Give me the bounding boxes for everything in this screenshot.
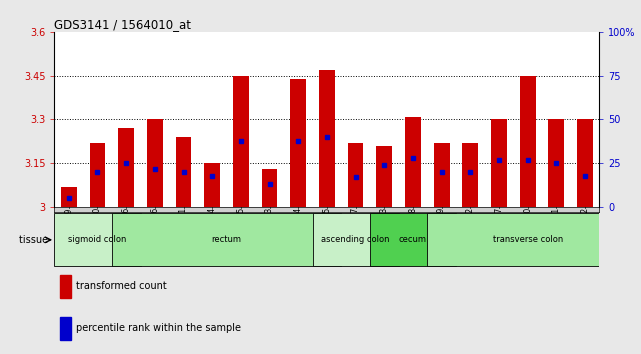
Text: transverse colon: transverse colon — [492, 235, 563, 244]
Bar — [491, 120, 507, 207]
Bar — [313, 213, 399, 266]
Text: GSM234913: GSM234913 — [379, 207, 388, 253]
Text: GSM234922: GSM234922 — [581, 207, 590, 253]
Text: GSM234919: GSM234919 — [437, 207, 446, 253]
Text: GSM234924: GSM234924 — [294, 207, 303, 253]
Text: tissue: tissue — [19, 235, 51, 245]
Bar — [549, 120, 564, 207]
Bar — [262, 169, 278, 207]
Text: GSM234918: GSM234918 — [408, 207, 417, 253]
Bar — [520, 76, 535, 207]
Text: GSM234923: GSM234923 — [265, 207, 274, 253]
Text: sigmoid colon: sigmoid colon — [69, 235, 127, 244]
Text: GSM234910: GSM234910 — [93, 207, 102, 253]
Text: GSM234914: GSM234914 — [208, 207, 217, 253]
Bar — [434, 143, 449, 207]
Text: cecum: cecum — [399, 235, 427, 244]
Text: percentile rank within the sample: percentile rank within the sample — [76, 323, 241, 333]
Bar — [176, 137, 192, 207]
Text: GSM234912: GSM234912 — [466, 207, 475, 253]
Bar — [147, 120, 163, 207]
Text: GSM234917: GSM234917 — [494, 207, 503, 253]
Bar — [112, 213, 341, 266]
Text: GSM234916: GSM234916 — [122, 207, 131, 253]
Bar — [428, 213, 628, 266]
Bar — [319, 70, 335, 207]
Text: transformed count: transformed count — [76, 281, 167, 291]
Text: GSM234925: GSM234925 — [322, 207, 331, 253]
Bar — [90, 143, 105, 207]
Text: GSM234921: GSM234921 — [552, 207, 561, 253]
Bar — [119, 128, 134, 207]
Bar — [462, 143, 478, 207]
Text: GSM234911: GSM234911 — [179, 207, 188, 253]
Text: GSM234927: GSM234927 — [351, 207, 360, 253]
Bar — [290, 79, 306, 207]
Bar — [577, 120, 593, 207]
Bar — [60, 317, 71, 339]
Bar — [376, 146, 392, 207]
Bar — [60, 275, 71, 298]
Text: GSM234915: GSM234915 — [237, 207, 246, 253]
Text: GSM234920: GSM234920 — [523, 207, 532, 253]
Bar — [233, 76, 249, 207]
Bar — [405, 116, 421, 207]
Bar — [370, 213, 456, 266]
Bar — [61, 187, 77, 207]
Text: GSM234909: GSM234909 — [64, 207, 73, 253]
Text: GSM234926: GSM234926 — [151, 207, 160, 253]
Bar — [54, 213, 140, 266]
Text: GDS3141 / 1564010_at: GDS3141 / 1564010_at — [54, 18, 192, 31]
Text: ascending colon: ascending colon — [321, 235, 390, 244]
Text: rectum: rectum — [212, 235, 242, 244]
Bar — [204, 163, 220, 207]
Bar — [347, 143, 363, 207]
